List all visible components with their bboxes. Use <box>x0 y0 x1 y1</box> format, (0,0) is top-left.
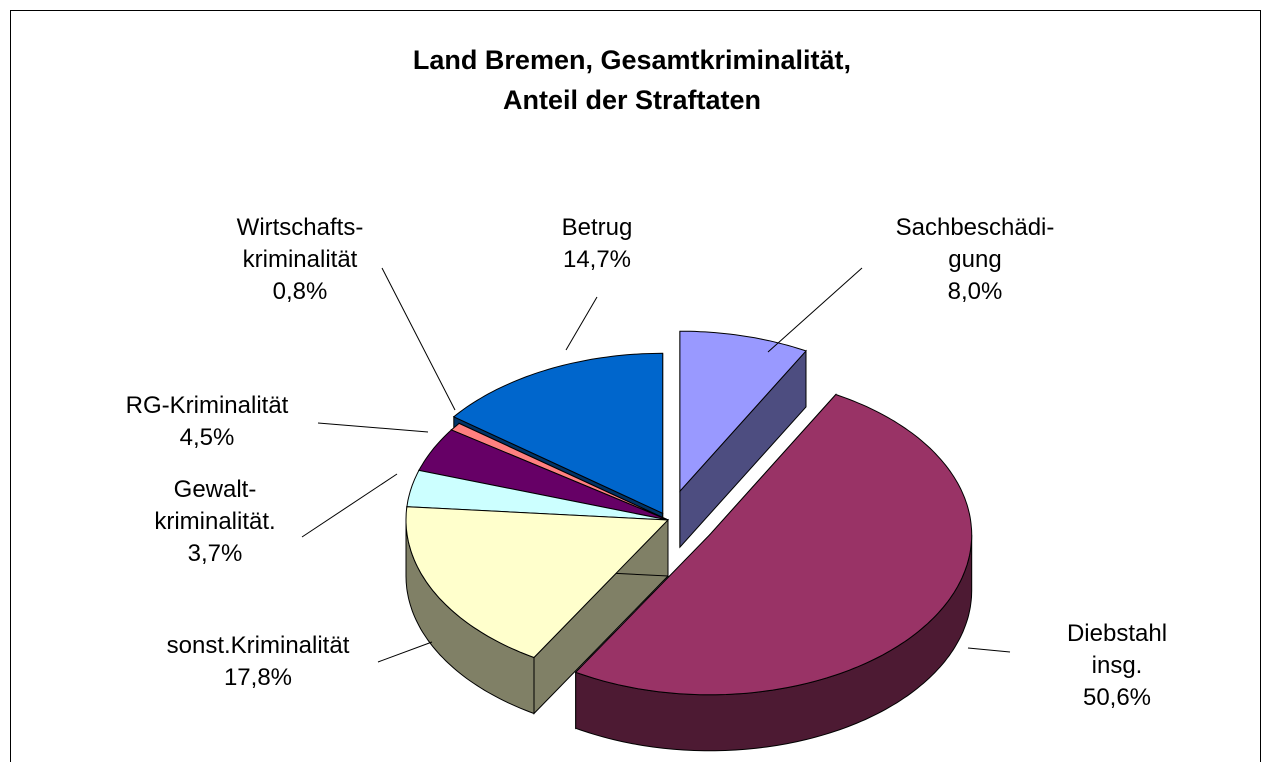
leader-line <box>381 267 456 411</box>
value-label: 0,8% <box>272 278 328 305</box>
data-label: sonst.Kriminalität 17,8% <box>167 630 350 694</box>
value-label: 17,8% <box>223 664 293 691</box>
leader-line <box>377 641 433 663</box>
pie-tops <box>405 330 973 696</box>
slice <box>405 506 670 659</box>
leader-line <box>767 267 863 353</box>
slice <box>574 393 973 696</box>
value-label: 8,0% <box>947 278 1003 305</box>
slice <box>679 330 807 493</box>
value-label: 4,5% <box>179 424 235 451</box>
value-label: 50,6% <box>1082 684 1152 711</box>
category-label: Sachbeschädi- gung <box>895 214 1055 273</box>
data-label: Diebstahl insg. 50,6% <box>1044 618 1191 714</box>
leader-line <box>317 422 429 433</box>
leader-line <box>301 473 398 538</box>
slice <box>418 429 669 521</box>
category-label: Gewalt- kriminalität. <box>154 476 276 535</box>
category-label: Wirtschafts- kriminalität <box>236 214 364 273</box>
leader-line <box>565 296 598 351</box>
data-label: Betrug 14,7% <box>562 212 633 276</box>
data-label: RG-Kriminalität 4,5% <box>126 390 289 454</box>
slice <box>452 352 664 515</box>
data-label: Sachbeschädi- gung 8,0% <box>896 212 1055 308</box>
category-label: Diebstahl insg. <box>1066 620 1168 679</box>
category-label: RG-Kriminalität <box>125 392 289 419</box>
slice <box>406 469 669 521</box>
data-label: Wirtschafts- kriminalität 0,8% <box>237 212 364 308</box>
category-label: sonst.Kriminalität <box>166 632 350 659</box>
leader-line <box>967 647 1011 653</box>
value-label: 14,7% <box>562 246 632 273</box>
data-label: Gewalt- kriminalität. 3,7% <box>154 474 275 570</box>
chart-title: Land Bremen, Gesamtkriminalität, Anteil … <box>412 45 852 115</box>
value-label: 3,7% <box>187 540 243 567</box>
chart-frame <box>10 10 1261 762</box>
category-label: Betrug <box>561 214 633 241</box>
